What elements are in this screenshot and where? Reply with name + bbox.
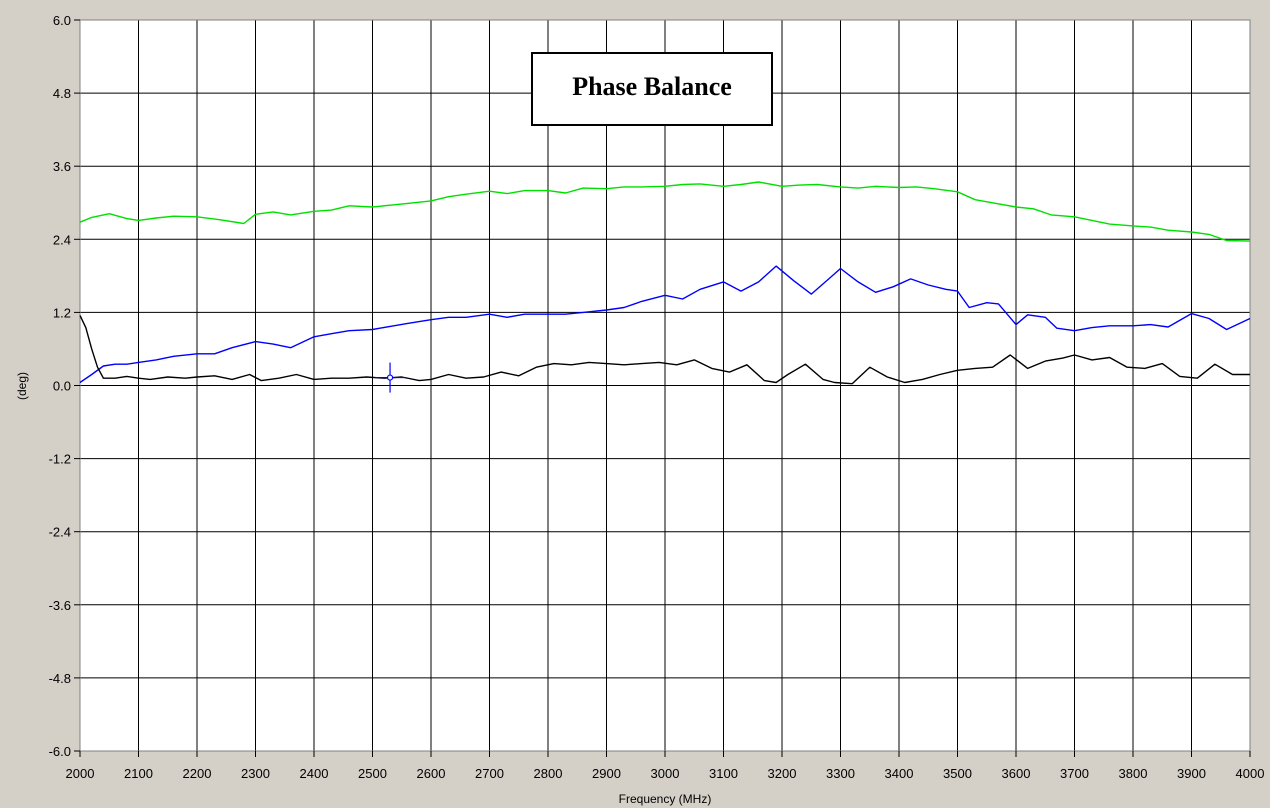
grid bbox=[79, 19, 1251, 752]
y-axis-label: (deg) bbox=[15, 372, 29, 400]
cursor-point bbox=[386, 374, 394, 381]
y-tick-label: -6.0 bbox=[49, 744, 71, 759]
y-tick-label: 2.4 bbox=[53, 232, 71, 247]
tick-labels: 2000 2100 2200 2300 2400 2500 2600 2700 2800 2900… bbox=[49, 13, 1265, 781]
series-line-1 bbox=[79, 181, 1251, 242]
x-tick-label: 2700 bbox=[475, 766, 504, 781]
x-tick-label: 2400 bbox=[300, 766, 329, 781]
x-tick-label: 3200 bbox=[768, 766, 797, 781]
x-tick-label: 2000 bbox=[66, 766, 95, 781]
y-tick-label: 3.6 bbox=[53, 159, 71, 174]
y-tick-label: 0.0 bbox=[53, 379, 71, 394]
x-tick-label: 3400 bbox=[885, 766, 914, 781]
chart-title: Phase Balance bbox=[572, 72, 732, 101]
series-group bbox=[79, 181, 1251, 385]
x-tick-label: 2900 bbox=[592, 766, 621, 781]
x-tick-label: 3500 bbox=[943, 766, 972, 781]
y-tick-label: -1.2 bbox=[49, 452, 71, 467]
y-tick-label: -4.8 bbox=[49, 671, 71, 686]
x-tick-label: 3900 bbox=[1177, 766, 1206, 781]
y-tick-label: 4.8 bbox=[53, 86, 71, 101]
x-tick-label: 2800 bbox=[534, 766, 563, 781]
cursor-marker bbox=[375, 362, 406, 393]
series-line-3 bbox=[79, 315, 1250, 385]
x-tick-label: 3100 bbox=[709, 766, 738, 781]
y-tick-label: 6.0 bbox=[53, 13, 71, 28]
x-tick-label: 4000 bbox=[1236, 766, 1265, 781]
x-tick-label: 2100 bbox=[124, 766, 153, 781]
x-tick-label: 2600 bbox=[417, 766, 446, 781]
x-tick-label: 3300 bbox=[826, 766, 855, 781]
y-tick-label: -2.4 bbox=[49, 525, 71, 540]
x-tick-label: 3600 bbox=[1002, 766, 1031, 781]
x-tick-label: 2200 bbox=[183, 766, 212, 781]
x-tick-label: 2300 bbox=[241, 766, 270, 781]
x-tick-label: 3000 bbox=[651, 766, 680, 781]
series-line-2 bbox=[79, 265, 1251, 384]
y-tick-label: 1.2 bbox=[53, 305, 71, 320]
x-tick-label: 2500 bbox=[358, 766, 387, 781]
y-tick-label: -3.6 bbox=[49, 598, 71, 613]
x-tick-label: 3800 bbox=[1119, 766, 1148, 781]
x-axis-label: Frequency (MHz) bbox=[619, 792, 712, 806]
x-tick-label: 3700 bbox=[1060, 766, 1089, 781]
title-box: Phase Balance bbox=[531, 52, 773, 126]
